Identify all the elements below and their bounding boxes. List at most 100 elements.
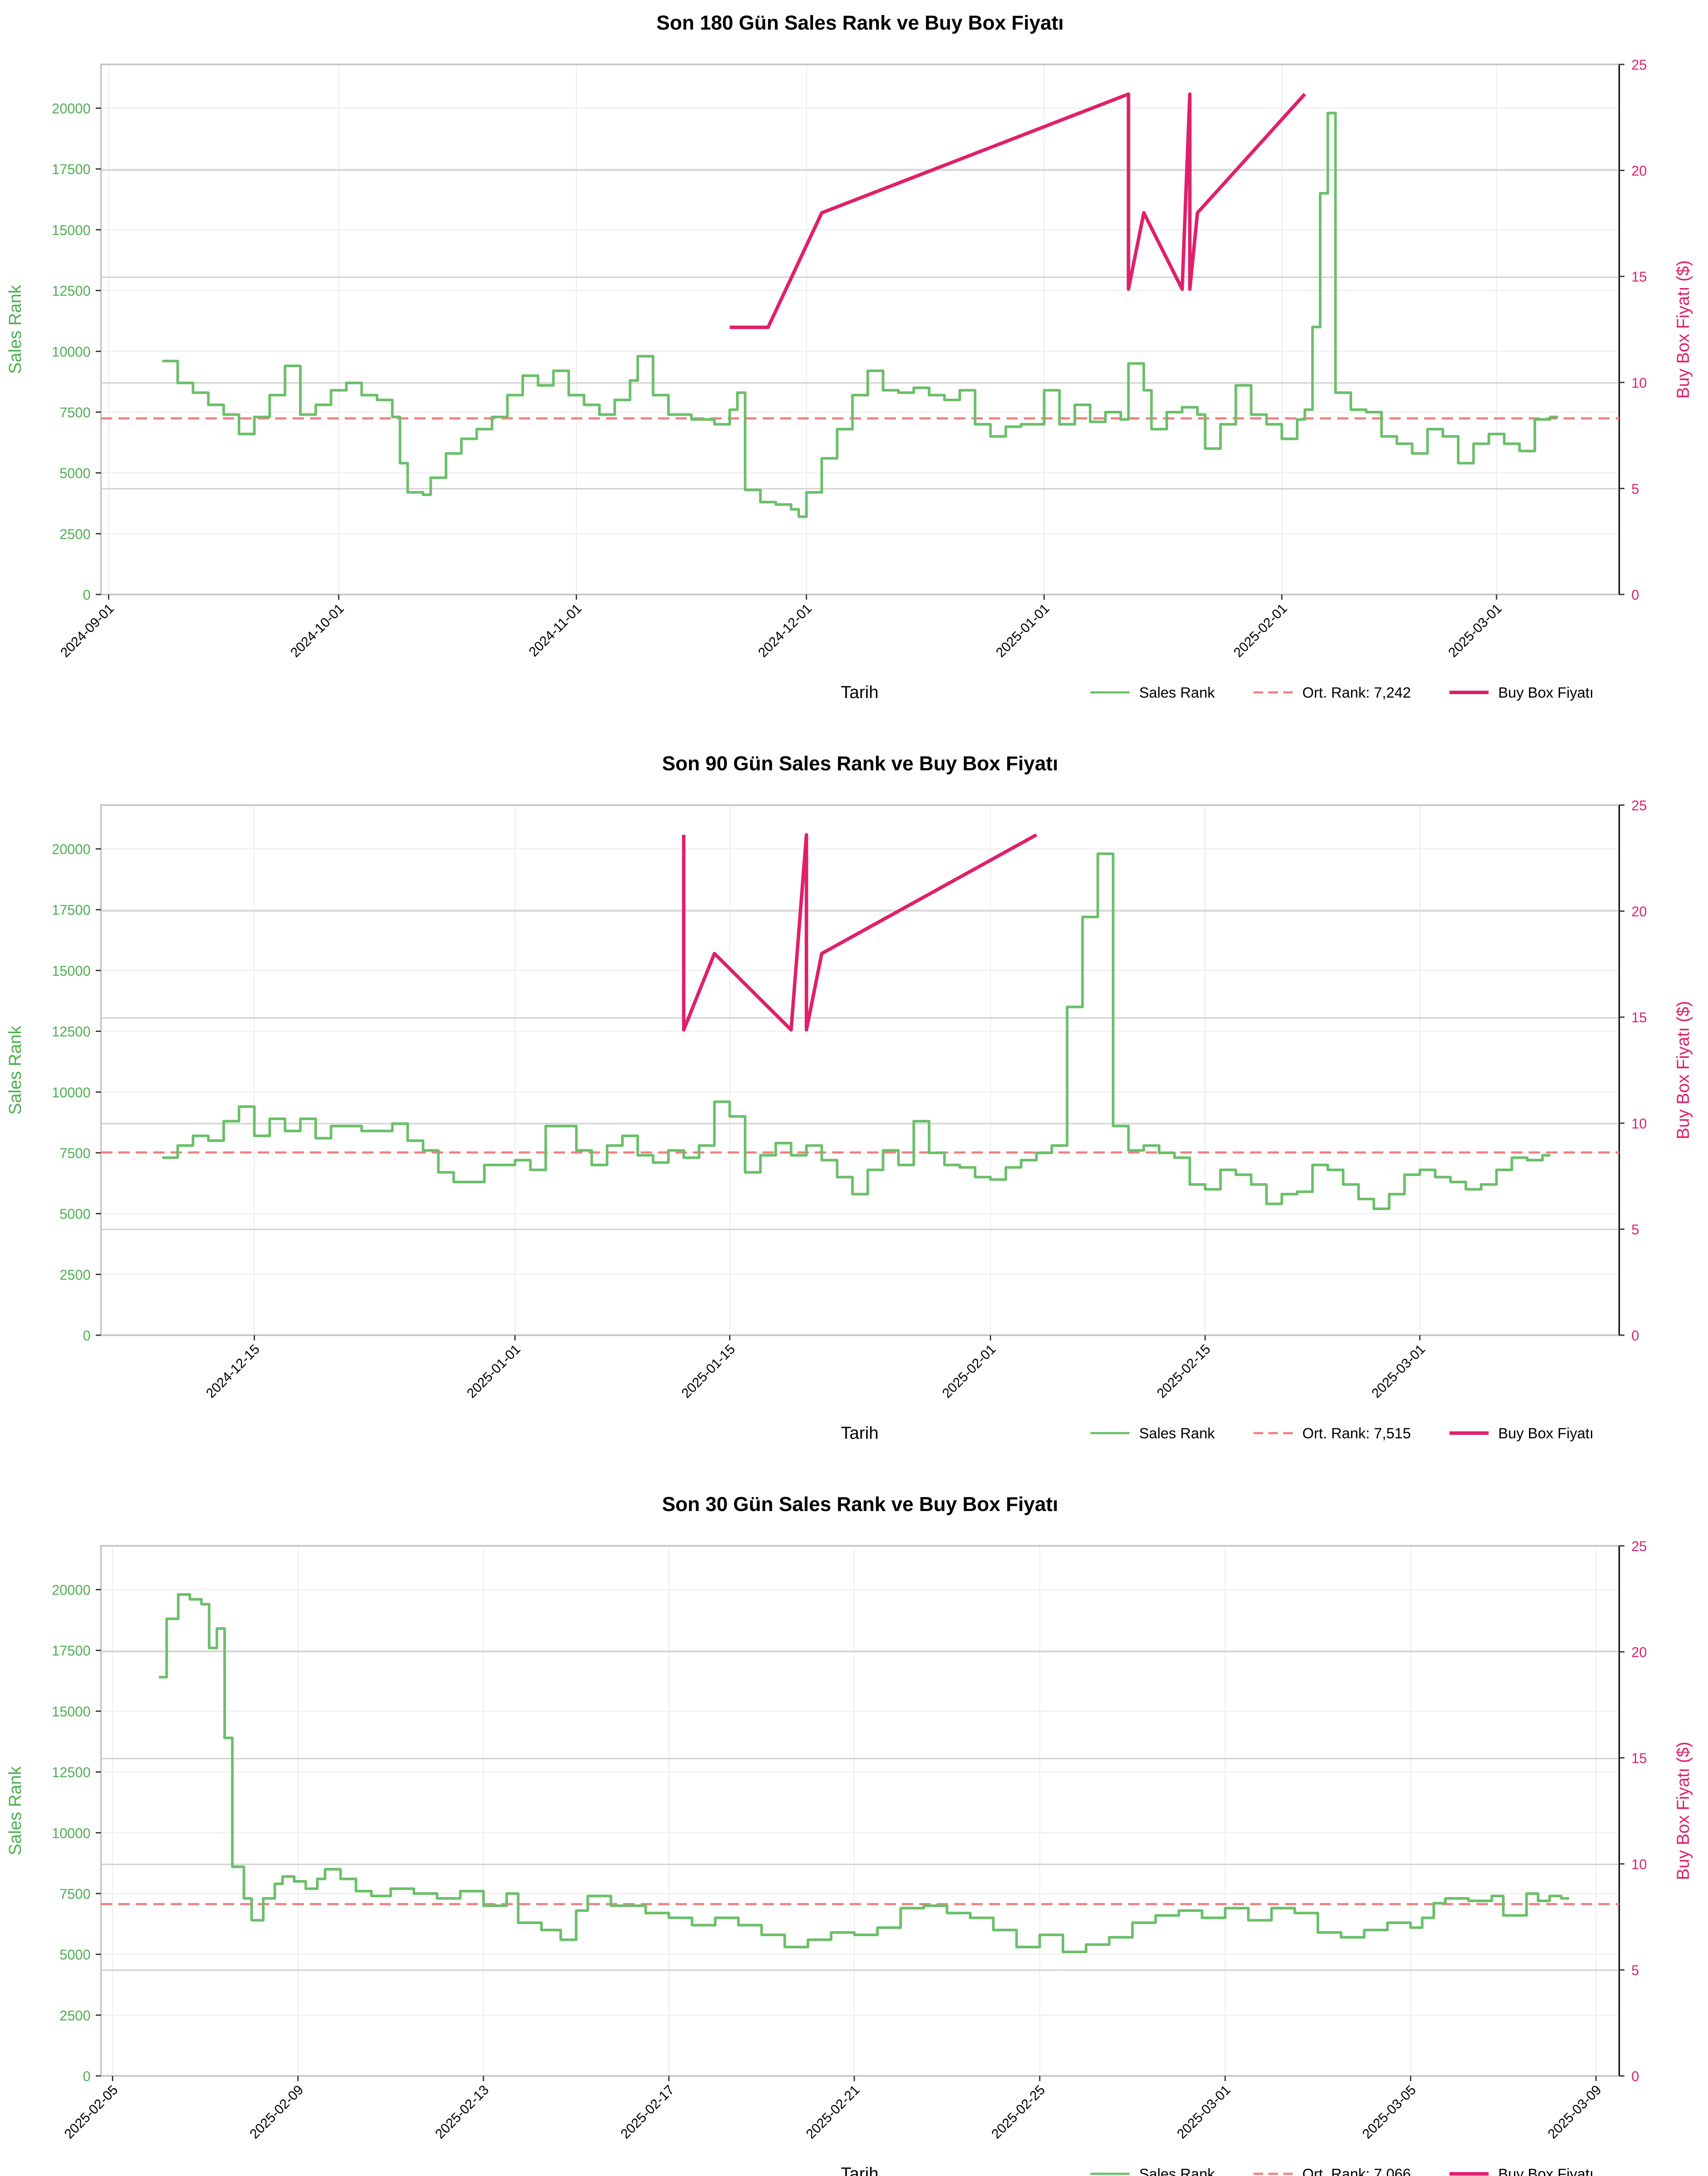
y2-tick-label: 20: [1631, 1645, 1647, 1660]
y2-tick-label: 10: [1631, 1857, 1647, 1872]
y2-axis-label: Buy Box Fiyatı ($): [1674, 1742, 1693, 1880]
x-tick-label: 2025-03-09: [1545, 2082, 1604, 2142]
y-tick-label: 20000: [52, 1582, 91, 1598]
x-tick-label: 2025-02-25: [988, 2082, 1048, 2142]
legend-entry: Ort. Rank: 7,242: [1254, 685, 1411, 701]
y-tick-label: 5000: [60, 1206, 91, 1222]
y2-tick-label: 20: [1631, 904, 1647, 920]
y2-axis-label: Buy Box Fiyatı ($): [1674, 260, 1693, 399]
y-tick-label: 7500: [60, 405, 91, 420]
y-tick-label: 2500: [60, 2008, 91, 2023]
y-tick-label: 15000: [52, 222, 91, 238]
x-tick-label: 2025-02-17: [618, 2082, 677, 2142]
y-tick-label: 0: [83, 1328, 91, 1343]
y2-tick-label: 5: [1631, 1962, 1639, 1978]
chart-title: Son 30 Gün Sales Rank ve Buy Box Fiyatı: [662, 1493, 1058, 1515]
legend-label: Buy Box Fiyatı: [1498, 2166, 1594, 2176]
y2-tick-label: 20: [1631, 163, 1647, 179]
y-tick-label: 10000: [52, 1825, 91, 1841]
x-tick-label: 2024-11-01: [526, 601, 585, 659]
legend-label: Buy Box Fiyatı: [1498, 685, 1594, 701]
y-tick-label: 0: [83, 2069, 91, 2084]
sales-rank-line: [162, 111, 1558, 518]
y-tick-label: 7500: [60, 1886, 91, 1902]
x-tick-label: 2025-03-01: [1368, 1341, 1428, 1401]
x-tick-label: 2025-02-09: [247, 2082, 306, 2142]
y2-tick-label: 0: [1631, 1328, 1639, 1343]
legend-entry: Buy Box Fiyatı: [1449, 2166, 1594, 2176]
buy-box-price-line: [682, 833, 1038, 1032]
y2-tick-label: 15: [1631, 269, 1647, 285]
x-tick-label: 2025-02-13: [432, 2082, 492, 2142]
y-tick-label: 17500: [52, 161, 91, 177]
y2-tick-label: 0: [1631, 2069, 1639, 2084]
x-tick-label: 2025-01-01: [464, 1341, 523, 1401]
y-tick-label: 7500: [60, 1145, 91, 1161]
legend-label: Ort. Rank: 7,066: [1302, 2166, 1411, 2176]
y-tick-label: 17500: [52, 1643, 91, 1659]
y-tick-label: 12500: [52, 1024, 91, 1040]
sales-rank-line: [159, 1593, 1569, 1954]
y2-tick-label: 25: [1631, 1538, 1647, 1554]
legend-entry: Ort. Rank: 7,515: [1254, 1425, 1411, 1442]
y-tick-label: 20000: [52, 842, 91, 857]
y2-tick-label: 5: [1631, 1222, 1639, 1237]
x-tick-label: 2024-12-01: [755, 601, 815, 660]
y2-tick-label: 0: [1631, 587, 1639, 603]
y2-tick-label: 10: [1631, 375, 1647, 391]
legend-label: Sales Rank: [1139, 685, 1215, 701]
plot-frame: [100, 64, 1620, 595]
y2-tick-label: 10: [1631, 1116, 1647, 1132]
x-tick-label: 2025-03-01: [1174, 2082, 1234, 2142]
x-tick-label: 2025-02-15: [1154, 1341, 1214, 1401]
y-tick-label: 5000: [60, 466, 91, 481]
y-tick-label: 15000: [52, 963, 91, 979]
legend-entry: Sales Rank: [1090, 1425, 1215, 1442]
legend-label: Ort. Rank: 7,515: [1302, 1425, 1411, 1442]
y2-tick-label: 25: [1631, 798, 1647, 813]
chart-title: Son 90 Gün Sales Rank ve Buy Box Fiyatı: [662, 752, 1058, 775]
y-tick-label: 2500: [60, 1267, 91, 1283]
x-tick-label: 2025-02-21: [803, 2082, 863, 2142]
y-axis-label: Sales Rank: [6, 1766, 25, 1856]
x-tick-label: 2025-01-01: [993, 601, 1052, 660]
legend-entry: Ort. Rank: 7,066: [1254, 2166, 1411, 2176]
x-tick-label: 2025-03-05: [1359, 2082, 1419, 2142]
y-tick-label: 20000: [52, 101, 91, 117]
y-tick-label: 2500: [60, 526, 91, 542]
x-tick-label: 2024-10-01: [287, 601, 347, 660]
y-tick-label: 15000: [52, 1704, 91, 1719]
y2-tick-label: 5: [1631, 481, 1639, 497]
y-axis-label: Sales Rank: [6, 285, 25, 374]
sales-rank-line: [162, 852, 1550, 1210]
legend-label: Ort. Rank: 7,242: [1302, 685, 1411, 701]
legend-entry: Sales Rank: [1090, 685, 1215, 701]
x-axis-label: Tarih: [841, 683, 879, 702]
y2-tick-label: 15: [1631, 1010, 1647, 1025]
legend-entry: Sales Rank: [1090, 2166, 1215, 2176]
y-tick-label: 12500: [52, 283, 91, 299]
y-axis-label: Sales Rank: [6, 1025, 25, 1115]
legend-entry: Buy Box Fiyatı: [1449, 1425, 1594, 1442]
y-tick-label: 10000: [52, 1085, 91, 1100]
legend-label: Sales Rank: [1139, 1425, 1215, 1442]
x-tick-label: 2024-09-01: [57, 601, 117, 660]
legend-label: Sales Rank: [1139, 2166, 1215, 2176]
x-axis-label: Tarih: [841, 1424, 879, 1443]
x-tick-label: 2024-12-15: [203, 1341, 262, 1401]
legend-label: Buy Box Fiyatı: [1498, 1425, 1594, 1442]
plot-frame: [100, 1545, 1620, 2077]
x-tick-label: 2025-02-01: [1231, 601, 1290, 660]
y2-tick-label: 25: [1631, 57, 1647, 73]
buy-box-price-line: [730, 92, 1306, 329]
x-axis-label: Tarih: [841, 2164, 879, 2176]
x-tick-label: 2025-01-15: [679, 1341, 738, 1401]
legend-entry: Buy Box Fiyatı: [1449, 685, 1594, 701]
x-tick-label: 2025-02-05: [61, 2082, 121, 2142]
chart-panel-3: Son 30 Gün Sales Rank ve Buy Box Fiyatı 0…: [6, 1493, 1693, 2176]
y-tick-label: 12500: [52, 1765, 91, 1780]
chart-panel-2: Son 90 Gün Sales Rank ve Buy Box Fiyatı 0…: [6, 752, 1693, 1443]
y-tick-label: 10000: [52, 344, 91, 359]
